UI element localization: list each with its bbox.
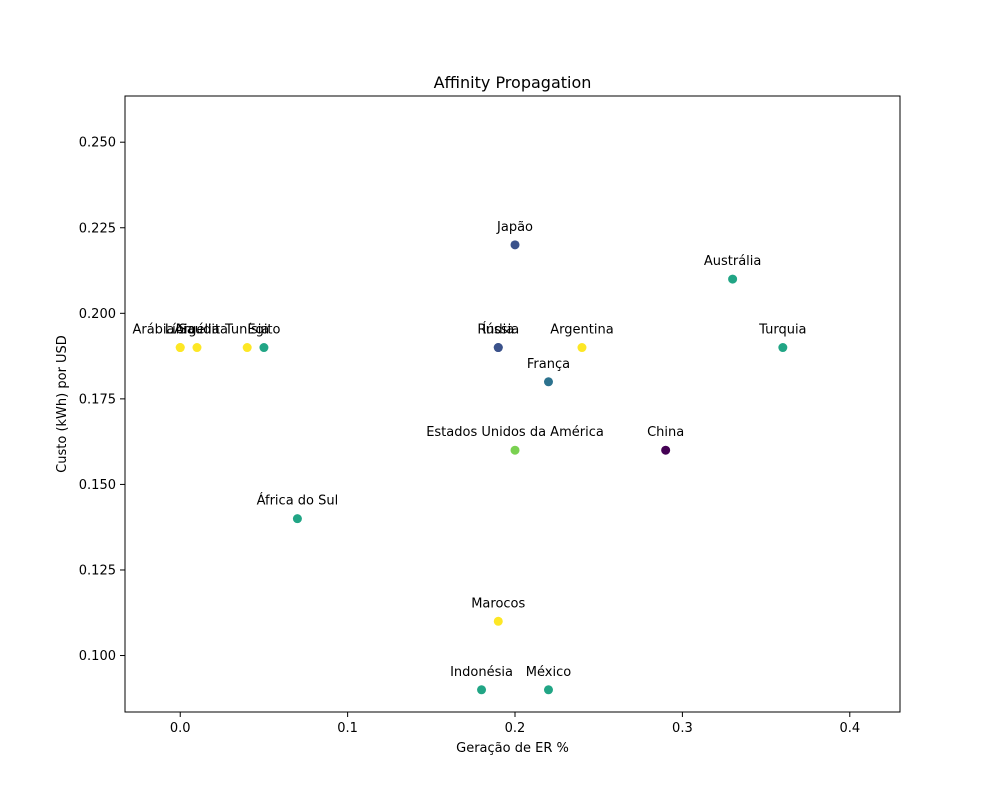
data-point-label: Japão: [496, 220, 533, 235]
data-point: [543, 377, 553, 387]
x-tick-label: 0.1: [337, 721, 358, 736]
chart-title: Affinity Propagation: [434, 73, 592, 92]
data-point-label: Turquia: [758, 323, 806, 338]
y-tick-label: 0.200: [79, 307, 116, 322]
data-point: [493, 616, 503, 626]
data-point: [493, 343, 503, 353]
data-point-label: Marocos: [471, 596, 525, 611]
data-point: [292, 514, 302, 524]
x-tick-label: 0.3: [672, 721, 693, 736]
y-tick-label: 0.250: [79, 136, 116, 151]
data-point: [259, 343, 269, 353]
data-point: [661, 445, 671, 455]
data-point-label: China: [647, 425, 684, 440]
data-point: [477, 685, 487, 695]
data-point-label: México: [526, 665, 571, 680]
data-point-label: Líbia: [165, 323, 196, 338]
y-tick-label: 0.175: [79, 392, 116, 407]
data-point: [778, 343, 788, 353]
x-tick-label: 0.0: [170, 721, 191, 736]
x-axis-label: Geração de ER %: [456, 741, 569, 756]
data-point-label: França: [527, 357, 570, 372]
data-point: [543, 685, 553, 695]
data-point-label: Egito: [247, 323, 280, 338]
data-point: [510, 445, 520, 455]
data-point-label: Argélia: [174, 323, 219, 338]
data-point-label: Indonésia: [450, 665, 513, 680]
y-tick-label: 0.150: [79, 478, 116, 493]
data-point-label: Argentina: [550, 323, 613, 338]
plot-frame: [124, 95, 901, 713]
data-point-label: África do Sul: [257, 493, 339, 509]
y-tick-label: 0.225: [79, 221, 116, 236]
points-layer: [175, 240, 788, 695]
y-axis: 0.100 0.125 0.150 0.175 0.200 0.225 0.250: [79, 136, 125, 664]
data-point-label: Austrália: [704, 254, 762, 269]
data-point: [577, 343, 587, 353]
data-point: [192, 343, 202, 353]
data-point: [728, 274, 738, 284]
y-tick-label: 0.125: [79, 563, 116, 578]
data-point-label: Estados Unidos da América: [426, 425, 604, 440]
x-tick-label: 0.2: [505, 721, 526, 736]
x-axis: 0.0 0.1 0.2 0.3 0.4: [170, 712, 860, 736]
data-point-label: Arábia Saudita: [132, 323, 228, 338]
y-tick-label: 0.100: [79, 649, 116, 664]
data-point-label: Tunísia: [224, 323, 269, 338]
data-point: [175, 343, 185, 353]
x-tick-label: 0.4: [839, 721, 860, 736]
data-point-label: Índia: [482, 322, 514, 338]
data-point: [242, 343, 252, 353]
data-point: [510, 240, 520, 250]
data-point-label: Rússia: [477, 323, 519, 338]
y-axis-label: Custo (kWh) por USD: [55, 335, 70, 473]
